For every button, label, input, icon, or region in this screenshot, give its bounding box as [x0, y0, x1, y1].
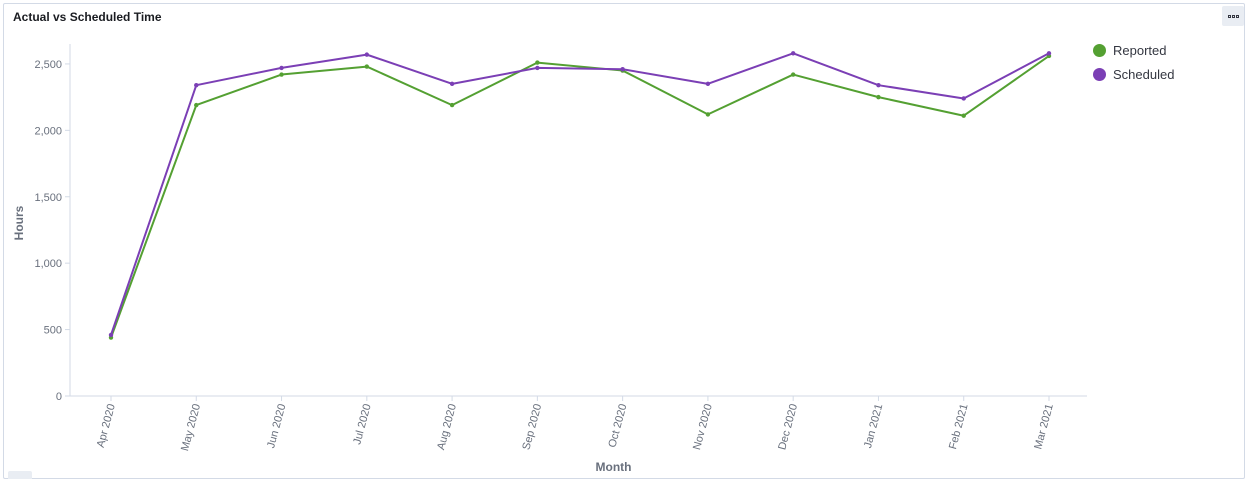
- data-point-reported: [705, 112, 711, 117]
- x-tick-label: Jan 2021: [862, 403, 885, 450]
- x-tick-label: May 2020: [179, 403, 203, 453]
- x-tick-label: Jul 2020: [351, 403, 373, 446]
- series-line-scheduled: [110, 52, 1050, 336]
- chart-axes: 0 500 1,000 1,500 2,000 2,500 Apr 2020 May 2020…: [12, 44, 1087, 474]
- y-tick-label: 2,500: [34, 59, 62, 71]
- data-point-reported: [194, 102, 199, 108]
- data-point-scheduled: [961, 96, 966, 101]
- data-point-reported: [876, 94, 881, 100]
- x-tick-label: Nov 2020: [691, 403, 715, 452]
- data-point-scheduled: [1046, 51, 1052, 56]
- data-point-scheduled: [194, 82, 199, 88]
- y-tick-label: 2,000: [34, 125, 62, 137]
- data-point-reported: [961, 113, 966, 118]
- x-tick-label: Feb 2021: [947, 403, 971, 451]
- x-tick-label: Oct 2020: [606, 403, 629, 449]
- data-point-scheduled: [705, 81, 711, 87]
- y-tick-label: 1,000: [34, 258, 62, 270]
- panel-options-button[interactable]: [1222, 6, 1244, 26]
- legend-item-reported[interactable]: Reported: [1093, 38, 1174, 62]
- legend-label: Scheduled: [1113, 66, 1175, 82]
- data-point-scheduled: [364, 52, 370, 57]
- data-point-scheduled: [108, 332, 114, 338]
- data-point-scheduled: [535, 65, 540, 71]
- chart-series: [108, 51, 1052, 340]
- y-tick-label: 1,500: [34, 192, 62, 204]
- legend-swatch: [1093, 43, 1106, 57]
- data-point-scheduled: [876, 82, 881, 88]
- series-line-reported: [110, 54, 1050, 339]
- x-tick-label: Sep 2020: [520, 403, 544, 452]
- panel-title: Actual vs Scheduled Time: [13, 10, 162, 24]
- x-tick-label: Apr 2020: [95, 403, 118, 449]
- y-tick-label: 0: [56, 391, 62, 403]
- legend-toggle-button[interactable]: [8, 471, 32, 479]
- data-point-reported: [279, 72, 284, 77]
- chart-legend: Reported Scheduled: [1093, 38, 1174, 86]
- x-tick-label: Jun 2020: [265, 403, 288, 450]
- legend-item-scheduled[interactable]: Scheduled: [1093, 62, 1174, 86]
- x-tick-label: Aug 2020: [435, 403, 459, 452]
- data-point-reported: [449, 102, 455, 108]
- y-tick-label: 500: [44, 325, 62, 337]
- x-axis-title: Month: [596, 460, 632, 474]
- options-dot-icon: [1227, 14, 1231, 18]
- data-point-scheduled: [620, 67, 625, 72]
- y-axis-title: Hours: [12, 205, 26, 240]
- data-point-scheduled: [279, 65, 284, 71]
- data-point-scheduled: [449, 81, 455, 87]
- options-dot-icon: [1235, 14, 1239, 18]
- data-point-reported: [364, 64, 370, 69]
- legend-label: Reported: [1113, 42, 1167, 58]
- legend-swatch: [1093, 67, 1106, 81]
- data-point-reported: [535, 60, 540, 65]
- data-point-scheduled: [790, 51, 796, 56]
- data-point-reported: [790, 72, 796, 77]
- x-tick-label: Mar 2021: [1032, 403, 1056, 451]
- x-tick-label: Dec 2020: [776, 403, 800, 452]
- options-dot-icon: [1231, 14, 1235, 18]
